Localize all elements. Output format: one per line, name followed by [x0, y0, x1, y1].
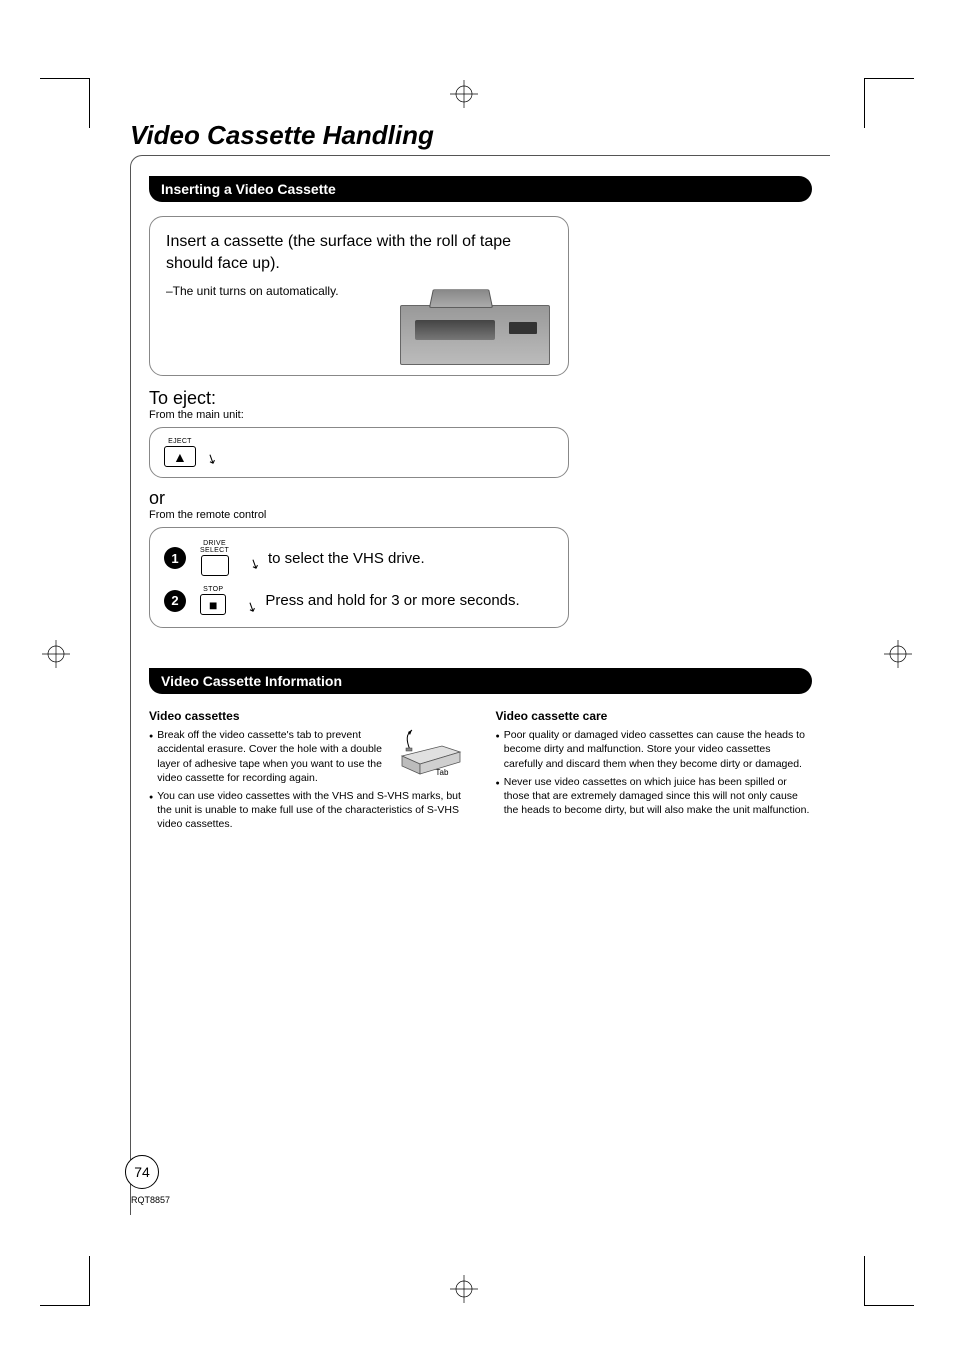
crop-mark: [89, 1256, 90, 1306]
eject-button-label: EJECT: [164, 438, 196, 445]
step-number-1: 1: [164, 547, 186, 569]
step-row-2: 2 STOP ■ ↘ Press and hold for 3 or more …: [164, 586, 554, 615]
page-title: Video Cassette Handling: [130, 120, 830, 151]
crop-mark: [864, 78, 914, 79]
left-bullet-1: Break off the video cassette's tab to pr…: [149, 728, 390, 785]
step-2-text: Press and hold for 3 or more seconds.: [265, 592, 519, 609]
registration-mark-icon: [450, 1275, 478, 1303]
right-bullet-2: Never use video cassettes on which juice…: [496, 775, 813, 818]
insert-instruction-text: Insert a cassette (the surface with the …: [166, 231, 552, 274]
press-arrow-icon: ↘: [246, 554, 263, 573]
drive-select-icon: [201, 555, 229, 576]
info-columns: Video cassettes Tab Break off th: [149, 708, 812, 835]
insert-instruction-box: Insert a cassette (the surface with the …: [149, 216, 569, 376]
cassette-tab-illustration: Tab: [396, 728, 466, 779]
left-bullet-2: You can use video cassettes with the VHS…: [149, 789, 466, 832]
registration-mark-icon: [42, 640, 70, 668]
crop-mark: [40, 1305, 90, 1306]
registration-mark-icon: [884, 640, 912, 668]
stop-button-illustration: STOP ■: [200, 586, 226, 615]
crop-mark: [864, 1256, 865, 1306]
info-col-left: Video cassettes Tab Break off th: [149, 708, 466, 835]
crop-mark: [40, 78, 90, 79]
step-row-1: 1 DRIVESELECT ↘ to select the VHS drive.: [164, 540, 554, 576]
insert-sub-text: –The unit turns on automatically.: [166, 284, 552, 298]
eject-main-unit-box: EJECT ▲ ↘: [149, 427, 569, 478]
press-arrow-icon: ↘: [244, 597, 261, 616]
eject-button-illustration: EJECT ▲: [164, 438, 196, 467]
registration-mark-icon: [450, 80, 478, 108]
crop-mark: [864, 1305, 914, 1306]
right-heading: Video cassette care: [496, 708, 813, 724]
vcr-unit-illustration: [400, 305, 550, 365]
remote-subtext: From the remote control: [149, 509, 812, 521]
crop-mark: [89, 78, 90, 128]
section-header-info: Video Cassette Information: [149, 668, 812, 694]
eject-remote-box: 1 DRIVESELECT ↘ to select the VHS drive.…: [149, 527, 569, 628]
page-number: 74: [125, 1155, 159, 1189]
press-arrow-icon: ↘: [203, 449, 220, 468]
step-1-text: to select the VHS drive.: [268, 550, 425, 567]
eject-subtext: From the main unit:: [149, 409, 812, 421]
section-header-inserting: Inserting a Video Cassette: [149, 176, 812, 202]
drive-select-button-illustration: DRIVESELECT: [200, 540, 229, 576]
stop-button-label: STOP: [200, 586, 226, 593]
left-heading: Video cassettes: [149, 708, 466, 724]
eject-heading: To eject:: [149, 388, 812, 409]
eject-icon: ▲: [164, 446, 196, 467]
step-number-2: 2: [164, 590, 186, 612]
document-code: RQT8857: [131, 1195, 170, 1205]
right-bullet-1: Poor quality or damaged video cassettes …: [496, 728, 813, 771]
crop-mark: [864, 78, 865, 128]
or-text: or: [149, 488, 812, 509]
info-col-right: Video cassette care Poor quality or dama…: [496, 708, 813, 835]
stop-icon: ■: [200, 594, 226, 615]
content-frame: Inserting a Video Cassette Insert a cass…: [130, 155, 830, 1215]
